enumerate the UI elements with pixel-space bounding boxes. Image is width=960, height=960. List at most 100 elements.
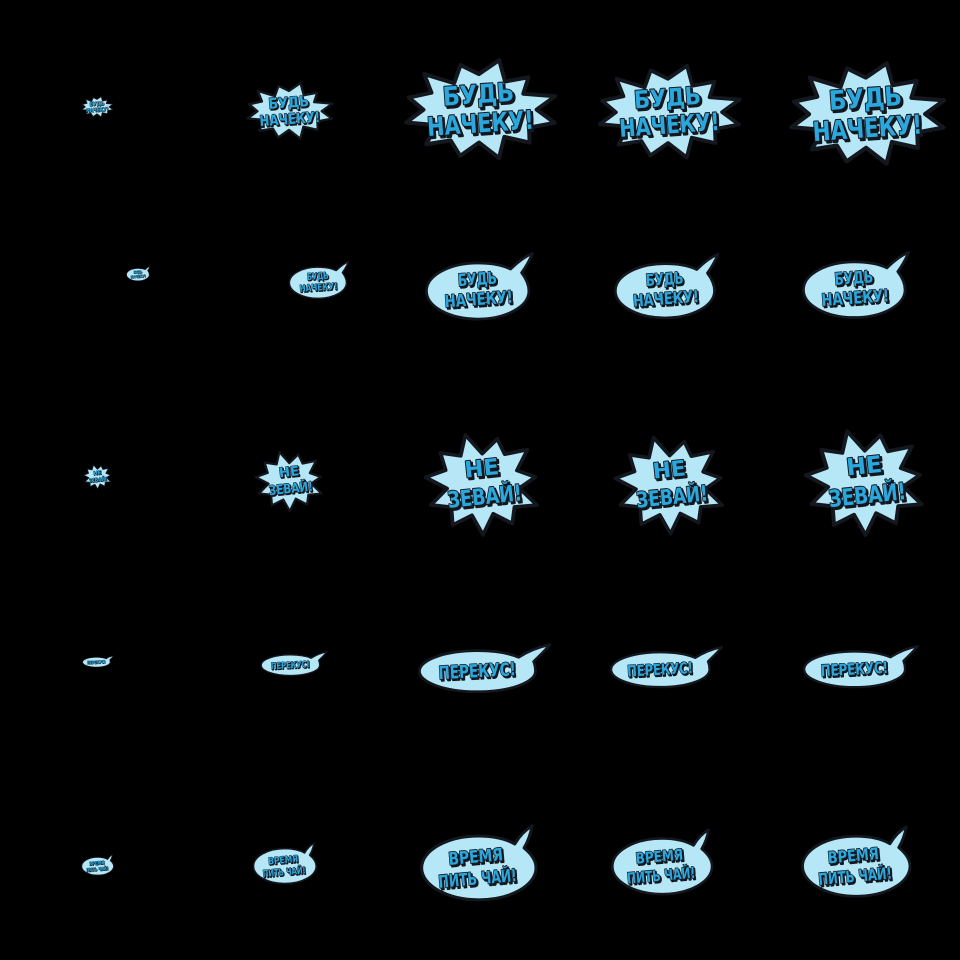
sticker-text-line: ВРЕМЯ [89,861,105,868]
sticker-bud-nacheku-speech-size-2[interactable]: БУДЬ НАЧЕКУ! БУДЬ НАЧЕКУ! [288,261,356,300]
sticker-text-line: НАЧЕКУ! [130,274,146,279]
sticker-text-line: ВРЕМЯ [267,854,298,868]
sticker-text-line: НЕ [653,458,688,486]
sticker-ne-zevay-burst-size-1[interactable]: НЕ ЗЕВАЙ! НЕ ЗЕВАЙ! [82,463,113,490]
sticker-bud-nacheku-burst-size-3[interactable]: БУДЬ НАЧЕКУ! БУДЬ НАЧЕКУ! [398,53,560,166]
sticker-text-line: НАЧЕКУ! [300,283,339,297]
sticker-text-line: НАЧЕКУ! [86,107,109,115]
sticker-vremya-pit-chay-cloud-size-1[interactable]: ВРЕМЯ ПИТЬ ЧАЙ! ВРЕМЯ ПИТЬ ЧАЙ! [80,854,118,876]
sticker-text-line: ПЕРЕКУС! [87,659,106,666]
sticker-text-line: ПИТЬ ЧАЙ! [263,866,307,882]
sticker-text-line: БУДЬ [645,269,684,291]
sticker-text-line: ПЕРЕКУС! [628,661,695,682]
sticker-bud-nacheku-speech-size-1[interactable]: БУДЬ НАЧЕКУ! БУДЬ НАЧЕКУ! [125,266,153,282]
sticker-text-line: БУДЬ [635,83,704,117]
sticker-text-line: НАЧЕКУ! [86,107,109,115]
speech-bubble-shape [609,646,724,689]
sticker-text-line: НАЧЕКУ! [130,275,146,280]
sticker-text-line: НАЧЕКУ! [299,282,338,296]
sticker-bud-nacheku-burst-size-4[interactable]: БУДЬ НАЧЕКУ! БУДЬ НАЧЕКУ! [592,59,744,165]
sticker-svg: ПЕРЕКУС!ПЕРЕКУС! [417,643,551,694]
speech-bubble-shape [611,828,714,896]
sticker-text-line: ВРЕМЯ [635,845,684,867]
sticker-text-line: ПИТЬ ЧАЙ! [86,864,108,874]
speech-bubble-shape [789,61,947,166]
sticker-text-line: НЕ [93,471,102,478]
sticker-vremya-pit-chay-cloud-size-4[interactable]: ВРЕМЯ ПИТЬ ЧАЙ! ВРЕМЯ ПИТЬ ЧАЙ! [610,828,726,896]
sticker-ne-zevay-burst-size-2[interactable]: НЕ ЗЕВАЙ! НЕ ЗЕВАЙ! [252,448,327,514]
sticker-bud-nacheku-speech-size-4[interactable]: БУДЬ НАЧЕКУ! БУДЬ НАЧЕКУ! [613,252,731,321]
sticker-svg: ПЕРЕКУС!ПЕРЕКУС! [802,644,919,689]
sticker-text-line: НАЧЕКУ! [260,110,322,131]
speech-bubble-shape [81,655,114,668]
sticker-text-line: БУДЬ [442,78,515,113]
sticker-perekus-oval-size-4[interactable]: ПЕРЕКУС! ПЕРЕКУС! [609,644,727,689]
sticker-text-line: БУДЬ [133,270,142,275]
sticker-bud-nacheku-speech-size-5[interactable]: БУДЬ НАЧЕКУ! БУДЬ НАЧЕКУ! [801,251,922,321]
speech-bubble-shape [613,436,725,536]
sticker-svg: ПЕРЕКУС!ПЕРЕКУС! [609,646,724,689]
sticker-text-line: НАЧЕКУ! [259,109,321,130]
sticker-svg: ПЕРЕКУС!ПЕРЕКУС! [81,655,114,668]
speech-bubble-shape [803,429,924,537]
sticker-text-line: ПЕРЕКУС! [627,660,694,681]
sticker-text-line: БУДЬ [835,268,875,291]
sticker-text-line: НЕ [278,464,300,481]
sticker-text-line: ПЕРЕКУС! [439,661,517,686]
sticker-vremya-pit-chay-cloud-size-5[interactable]: ВРЕМЯ ПИТЬ ЧАЙ! ВРЕМЯ ПИТЬ ЧАЙ! [800,825,925,899]
sticker-text-line: НЕ [847,453,885,484]
sticker-vremya-pit-chay-cloud-size-2[interactable]: ВРЕМЯ ПИТЬ ЧАЙ! ВРЕМЯ ПИТЬ ЧАЙ! [252,842,325,885]
sticker-text-line: БУДЬ [646,270,685,292]
sticker-text-line: БУДЬ [307,272,329,284]
sticker-text-line: ВРЕМЯ [826,844,879,867]
speech-bubble-shape [80,854,114,876]
sticker-perekus-oval-size-2[interactable]: ПЕРЕКУС! ПЕРЕКУС! [260,650,330,677]
sticker-bud-nacheku-burst-size-1[interactable]: БУДЬ НАЧЕКУ! БУДЬ НАЧЕКУ! [80,95,114,119]
sticker-bud-nacheku-burst-size-2[interactable]: БУДЬ НАЧЕКУ! БУДЬ НАЧЕКУ! [243,79,335,143]
sticker-text-line: ПЕРЕКУС! [437,660,515,685]
sticker-text-line: ПЕРЕКУС! [820,658,888,680]
sticker-text-line: БУДЬ [89,101,104,108]
sticker-text-line: ПЕРЕКУС! [821,659,889,681]
sticker-text-line: БУДЬ [133,271,142,276]
sticker-ne-zevay-burst-size-5[interactable]: НЕ ЗЕВАЙ! НЕ ЗЕВАЙ! [799,424,931,540]
sticker-text-line: ЗЕВАЙ! [269,479,315,501]
sticker-ne-zevay-burst-size-4[interactable]: НЕ ЗЕВАЙ! НЕ ЗЕВАЙ! [609,431,731,539]
speech-bubble-shape [254,450,323,513]
sticker-text-line: ПЕРЕКУС! [271,660,310,672]
sticker-perekus-oval-size-5[interactable]: ПЕРЕКУС! ПЕРЕКУС! [802,643,923,689]
speech-bubble-shape [404,58,558,161]
sticker-text-line: НАЧЕКУ! [814,112,925,151]
sticker-text-line: ЗЕВАЙ! [88,475,107,485]
sticker-text-line: НАЧЕКУ! [820,285,889,310]
sticker-ne-zevay-burst-size-3[interactable]: НЕ ЗЕВАЙ! НЕ ЗЕВАЙ! [419,428,546,540]
sticker-bud-nacheku-burst-size-5[interactable]: БУДЬ НАЧЕКУ! БУДЬ НАЧЕКУ! [783,56,949,172]
sticker-perekus-oval-size-1[interactable]: ПЕРЕКУС! ПЕРЕКУС! [81,655,115,668]
sticker-text-line: БУДЬ [457,269,497,292]
sticker-text-line: ПЕРЕКУС! [86,659,105,666]
sticker-bud-nacheku-speech-size-3[interactable]: БУДЬ НАЧЕКУ! БУДЬ НАЧЕКУ! [424,251,546,322]
sticker-text-line: БУДЬ [307,271,329,283]
sticker-text-line: ВРЕМЯ [636,847,685,869]
sticker-text-line: НЕ [652,456,687,484]
speech-bubble-shape [81,96,114,118]
sticker-text-line: НЕ [279,465,301,482]
sticker-vremya-pit-chay-cloud-size-3[interactable]: ВРЕМЯ ПИТЬ ЧАЙ! ВРЕМЯ ПИТЬ ЧАЙ! [419,824,552,902]
speech-bubble-shape [419,824,538,902]
sticker-perekus-oval-size-3[interactable]: ПЕРЕКУС! ПЕРЕКУС! [417,641,556,694]
sticker-text-line: ВРЕМЯ [89,860,105,867]
sticker-text-line: ПЕРЕКУС! [271,661,310,673]
sticker-text-line: БУДЬ [833,267,873,290]
speech-bubble-shape [417,643,551,694]
sticker-text-line: БУДЬ [459,270,499,293]
